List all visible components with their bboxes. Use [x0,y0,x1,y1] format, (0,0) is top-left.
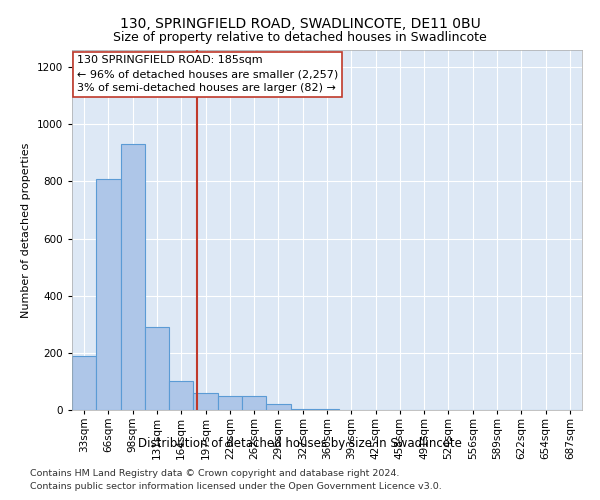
Bar [193,393,218,410]
Bar [218,396,242,410]
Bar [96,178,121,410]
Bar [242,396,266,410]
Bar [169,382,193,410]
Text: 130, SPRINGFIELD ROAD, SWADLINCOTE, DE11 0BU: 130, SPRINGFIELD ROAD, SWADLINCOTE, DE11… [119,18,481,32]
Bar [315,408,339,410]
Bar [266,404,290,410]
Text: Contains HM Land Registry data © Crown copyright and database right 2024.: Contains HM Land Registry data © Crown c… [30,469,400,478]
Text: 130 SPRINGFIELD ROAD: 185sqm
← 96% of detached houses are smaller (2,257)
3% of : 130 SPRINGFIELD ROAD: 185sqm ← 96% of de… [77,56,338,94]
Text: Size of property relative to detached houses in Swadlincote: Size of property relative to detached ho… [113,31,487,44]
Bar [121,144,145,410]
Text: Distribution of detached houses by size in Swadlincote: Distribution of detached houses by size … [138,438,462,450]
Y-axis label: Number of detached properties: Number of detached properties [21,142,31,318]
Bar [145,327,169,410]
Bar [72,356,96,410]
Bar [290,408,315,410]
Text: Contains public sector information licensed under the Open Government Licence v3: Contains public sector information licen… [30,482,442,491]
